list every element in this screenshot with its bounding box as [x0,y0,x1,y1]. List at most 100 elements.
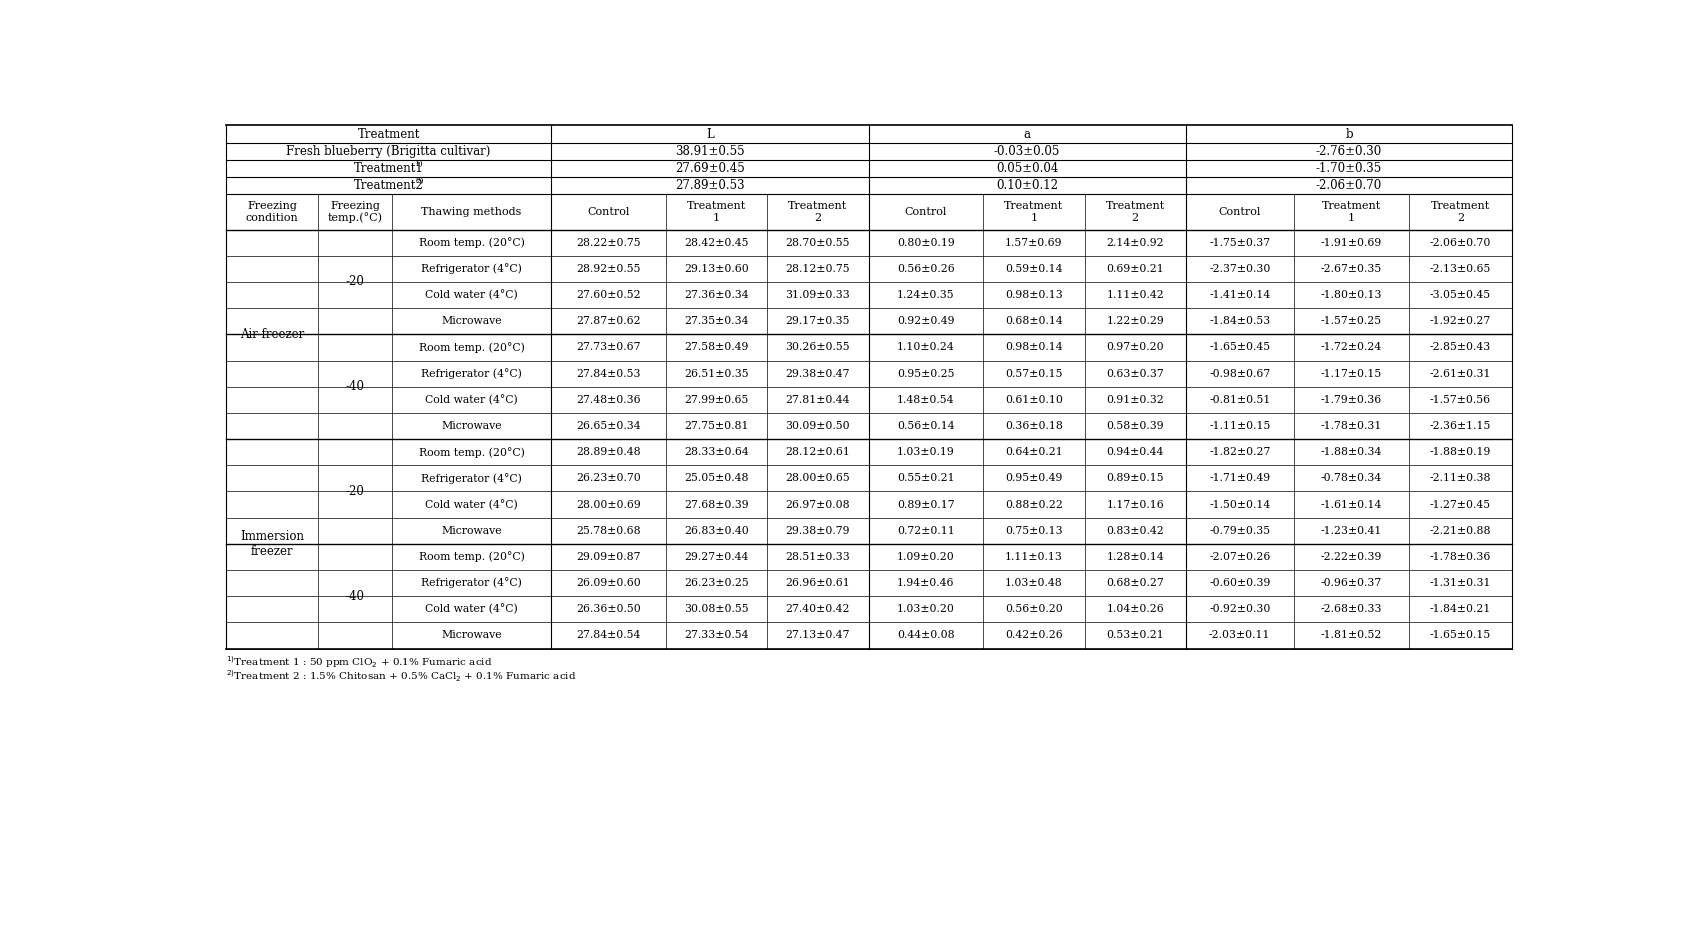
Text: $^{2)}$Treatment 2 : 1.5% Chitosan + 0.5% CaCl$_2$ + 0.1% Fumaric acid: $^{2)}$Treatment 2 : 1.5% Chitosan + 0.5… [226,669,577,684]
Text: 1.11±0.13: 1.11±0.13 [1006,552,1063,562]
Text: 28.89±0.48: 28.89±0.48 [577,447,641,457]
Text: 0.53±0.21: 0.53±0.21 [1106,631,1163,640]
Text: 0.64±0.21: 0.64±0.21 [1006,447,1063,457]
Text: 27.89±0.53: 27.89±0.53 [675,179,745,192]
Text: 0.63±0.37: 0.63±0.37 [1106,369,1163,378]
Text: 27.69±0.45: 27.69±0.45 [675,163,745,175]
Text: -0.60±0.39: -0.60±0.39 [1209,578,1270,588]
Text: 28.33±0.64: 28.33±0.64 [683,447,750,457]
Text: -2.61±0.31: -2.61±0.31 [1430,369,1491,378]
Text: Microwave: Microwave [441,631,502,640]
Text: -1.92±0.27: -1.92±0.27 [1430,317,1491,326]
Text: 28.51±0.33: 28.51±0.33 [785,552,850,562]
Text: 26.36±0.50: 26.36±0.50 [577,604,641,614]
Text: 27.60±0.52: 27.60±0.52 [577,290,641,301]
Text: Microwave: Microwave [441,317,502,326]
Text: 1.03±0.48: 1.03±0.48 [1006,578,1063,588]
Text: Control: Control [1218,207,1260,217]
Text: 27.33±0.54: 27.33±0.54 [685,631,750,640]
Text: 1.24±0.35: 1.24±0.35 [897,290,955,301]
Text: 0.89±0.17: 0.89±0.17 [897,499,955,510]
Text: -20: -20 [346,276,365,288]
Text: Control: Control [904,207,946,217]
Text: 27.35±0.34: 27.35±0.34 [685,317,750,326]
Text: 0.44±0.08: 0.44±0.08 [897,631,955,640]
Text: -0.79±0.35: -0.79±0.35 [1209,526,1270,535]
Text: Refrigerator (4°C): Refrigerator (4°C) [421,473,522,484]
Text: 27.58±0.49: 27.58±0.49 [685,342,750,353]
Text: Freezing
condition: Freezing condition [246,201,298,223]
Text: Cold water (4°C): Cold water (4°C) [426,604,517,614]
Text: -2.85±0.43: -2.85±0.43 [1430,342,1491,353]
Text: 0.88±0.22: 0.88±0.22 [1006,499,1063,510]
Text: Treatment: Treatment [358,127,421,141]
Text: 26.83±0.40: 26.83±0.40 [683,526,750,535]
Text: 0.97±0.20: 0.97±0.20 [1106,342,1163,353]
Text: 0.89±0.15: 0.89±0.15 [1106,474,1163,483]
Text: 29.09±0.87: 29.09±0.87 [577,552,641,562]
Text: -1.79±0.36: -1.79±0.36 [1321,395,1382,405]
Text: -2.68±0.33: -2.68±0.33 [1321,604,1382,614]
Text: -1.65±0.15: -1.65±0.15 [1430,631,1491,640]
Text: -1.11±0.15: -1.11±0.15 [1209,421,1270,431]
Text: 0.83±0.42: 0.83±0.42 [1106,526,1163,535]
Text: -1.80±0.13: -1.80±0.13 [1321,290,1382,301]
Text: -2.06±0.70: -2.06±0.70 [1430,238,1491,247]
Text: Treatment
1: Treatment 1 [687,201,746,223]
Text: 0.42±0.26: 0.42±0.26 [1006,631,1063,640]
Text: -1.82±0.27: -1.82±0.27 [1209,447,1270,457]
Text: 0.75±0.13: 0.75±0.13 [1006,526,1063,535]
Text: -1.31±0.31: -1.31±0.31 [1430,578,1491,588]
Text: 27.68±0.39: 27.68±0.39 [685,499,750,510]
Text: -1.78±0.31: -1.78±0.31 [1321,421,1382,431]
Text: 0.05±0.04: 0.05±0.04 [996,163,1058,175]
Text: Cold water (4°C): Cold water (4°C) [426,395,517,405]
Text: 2.14±0.92: 2.14±0.92 [1106,238,1163,247]
Text: 28.00±0.65: 28.00±0.65 [785,474,850,483]
Text: Treatment
1: Treatment 1 [1004,201,1063,223]
Text: 28.70±0.55: 28.70±0.55 [785,238,850,247]
Text: -1.70±0.35: -1.70±0.35 [1316,163,1382,175]
Text: 27.36±0.34: 27.36±0.34 [685,290,750,301]
Text: Thawing methods: Thawing methods [421,207,522,217]
Text: b: b [1345,127,1353,141]
Text: 1.03±0.20: 1.03±0.20 [897,604,955,614]
Text: -1.23±0.41: -1.23±0.41 [1321,526,1382,535]
Text: 26.96±0.61: 26.96±0.61 [785,578,850,588]
Text: -1.72±0.24: -1.72±0.24 [1321,342,1382,353]
Text: -2.67±0.35: -2.67±0.35 [1321,263,1382,274]
Text: -3.05±0.45: -3.05±0.45 [1430,290,1491,301]
Text: -1.57±0.56: -1.57±0.56 [1430,395,1491,405]
Text: 30.26±0.55: 30.26±0.55 [785,342,850,353]
Text: -0.92±0.30: -0.92±0.30 [1209,604,1270,614]
Text: 0.57±0.15: 0.57±0.15 [1006,369,1063,378]
Text: -1.78±0.36: -1.78±0.36 [1430,552,1491,562]
Text: 28.00±0.69: 28.00±0.69 [577,499,641,510]
Text: 0.91±0.32: 0.91±0.32 [1106,395,1163,405]
Text: -1.71±0.49: -1.71±0.49 [1209,474,1270,483]
Text: 0.80±0.19: 0.80±0.19 [897,238,955,247]
Text: 27.48±0.36: 27.48±0.36 [577,395,641,405]
Text: 38.91±0.55: 38.91±0.55 [675,146,745,159]
Text: 0.95±0.25: 0.95±0.25 [897,369,955,378]
Text: 25.78±0.68: 25.78±0.68 [577,526,641,535]
Text: Microwave: Microwave [441,526,502,535]
Text: 0.36±0.18: 0.36±0.18 [1006,421,1063,431]
Text: -1.91±0.69: -1.91±0.69 [1321,238,1382,247]
Text: 1.28±0.14: 1.28±0.14 [1106,552,1163,562]
Text: Cold water (4°C): Cold water (4°C) [426,499,517,510]
Text: a: a [1024,127,1031,141]
Text: 0.10±0.12: 0.10±0.12 [996,179,1058,192]
Text: -0.98±0.67: -0.98±0.67 [1209,369,1270,378]
Text: 26.23±0.70: 26.23±0.70 [577,474,641,483]
Text: -40: -40 [346,380,365,393]
Text: 0.59±0.14: 0.59±0.14 [1006,263,1063,274]
Text: 1.04±0.26: 1.04±0.26 [1106,604,1163,614]
Text: 28.22±0.75: 28.22±0.75 [577,238,641,247]
Text: Refrigerator (4°C): Refrigerator (4°C) [421,263,522,274]
Text: Refrigerator (4°C): Refrigerator (4°C) [421,368,522,379]
Text: 0.72±0.11: 0.72±0.11 [897,526,955,535]
Text: 30.09±0.50: 30.09±0.50 [785,421,850,431]
Text: -2.21±0.88: -2.21±0.88 [1430,526,1491,535]
Text: 0.55±0.21: 0.55±0.21 [897,474,955,483]
